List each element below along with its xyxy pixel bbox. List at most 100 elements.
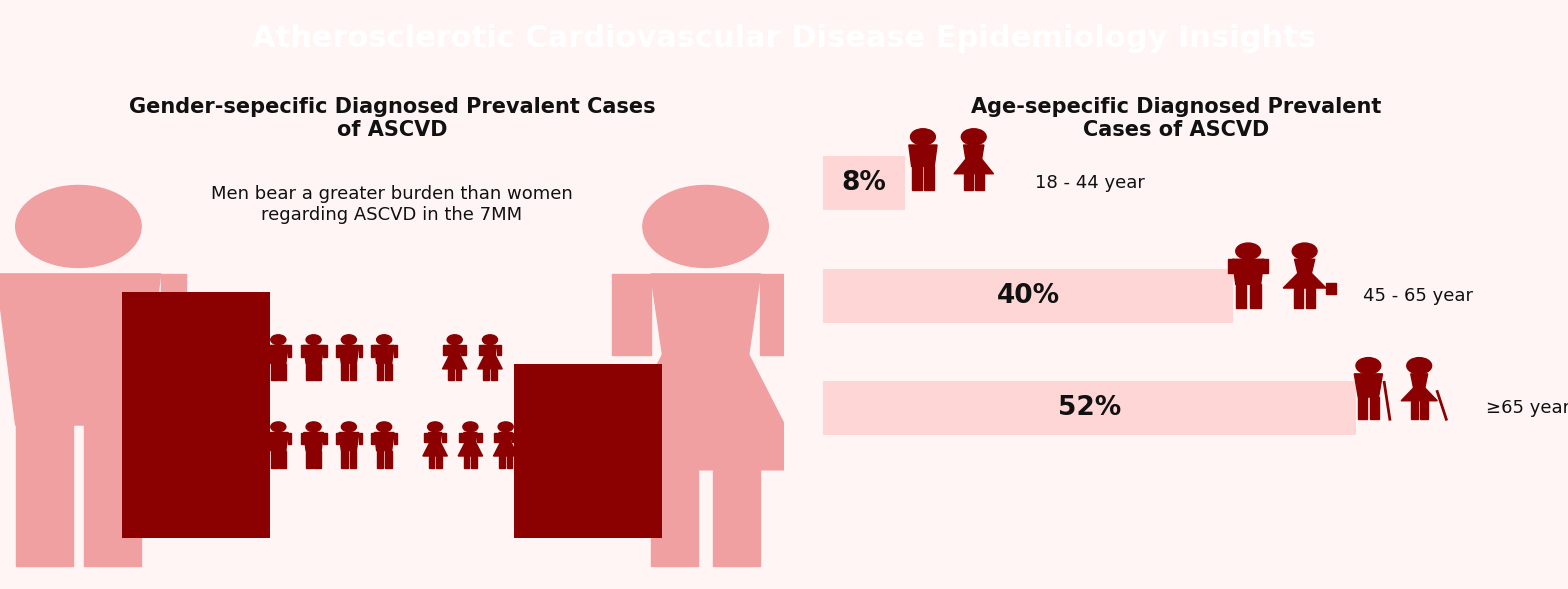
Polygon shape bbox=[483, 345, 497, 355]
Polygon shape bbox=[384, 451, 392, 468]
Circle shape bbox=[271, 335, 285, 345]
Polygon shape bbox=[301, 432, 304, 445]
Polygon shape bbox=[1232, 259, 1264, 284]
Polygon shape bbox=[964, 174, 972, 190]
Polygon shape bbox=[436, 456, 442, 468]
Circle shape bbox=[306, 335, 321, 345]
Text: Atherosclerotic Cardiovascular Disease Epidemiology Insights: Atherosclerotic Cardiovascular Disease E… bbox=[252, 24, 1316, 53]
Polygon shape bbox=[350, 363, 356, 380]
Circle shape bbox=[533, 422, 549, 432]
Polygon shape bbox=[1295, 288, 1303, 309]
Polygon shape bbox=[612, 274, 651, 355]
Polygon shape bbox=[265, 432, 268, 445]
Polygon shape bbox=[964, 145, 983, 159]
Circle shape bbox=[643, 186, 768, 267]
Polygon shape bbox=[301, 345, 304, 358]
Polygon shape bbox=[448, 369, 453, 380]
Polygon shape bbox=[359, 432, 362, 445]
Circle shape bbox=[306, 422, 321, 432]
Circle shape bbox=[428, 422, 442, 432]
Text: ≥65 year: ≥65 year bbox=[1485, 399, 1568, 418]
FancyBboxPatch shape bbox=[823, 269, 1234, 323]
Text: 18 - 44 year: 18 - 44 year bbox=[1035, 174, 1145, 192]
Polygon shape bbox=[423, 432, 428, 442]
Polygon shape bbox=[306, 451, 314, 468]
Polygon shape bbox=[304, 345, 323, 363]
Polygon shape bbox=[268, 345, 289, 363]
Polygon shape bbox=[268, 432, 289, 451]
Polygon shape bbox=[271, 451, 278, 468]
Polygon shape bbox=[289, 345, 292, 358]
Polygon shape bbox=[1369, 397, 1378, 419]
Circle shape bbox=[463, 422, 478, 432]
Polygon shape bbox=[909, 145, 938, 167]
Polygon shape bbox=[1358, 397, 1367, 419]
Polygon shape bbox=[279, 451, 285, 468]
Circle shape bbox=[499, 422, 513, 432]
Polygon shape bbox=[472, 456, 477, 468]
Circle shape bbox=[376, 422, 392, 432]
Polygon shape bbox=[604, 355, 808, 470]
Polygon shape bbox=[428, 432, 442, 442]
FancyBboxPatch shape bbox=[823, 156, 905, 210]
FancyBboxPatch shape bbox=[823, 382, 1356, 435]
Polygon shape bbox=[394, 345, 397, 358]
Polygon shape bbox=[483, 369, 489, 380]
Polygon shape bbox=[499, 456, 505, 468]
Polygon shape bbox=[323, 345, 326, 358]
Polygon shape bbox=[306, 363, 314, 380]
Polygon shape bbox=[279, 363, 285, 380]
Polygon shape bbox=[535, 432, 547, 442]
Polygon shape bbox=[342, 451, 348, 468]
Polygon shape bbox=[1228, 259, 1234, 273]
Polygon shape bbox=[1262, 259, 1269, 273]
Polygon shape bbox=[1236, 284, 1247, 309]
Polygon shape bbox=[458, 442, 483, 456]
Polygon shape bbox=[1327, 283, 1336, 293]
Polygon shape bbox=[478, 355, 502, 369]
FancyBboxPatch shape bbox=[122, 292, 270, 538]
Polygon shape bbox=[314, 363, 321, 380]
Polygon shape bbox=[442, 355, 467, 369]
Polygon shape bbox=[528, 442, 554, 456]
Polygon shape bbox=[442, 432, 447, 442]
Circle shape bbox=[911, 129, 936, 145]
Circle shape bbox=[16, 186, 141, 267]
Polygon shape bbox=[1295, 259, 1316, 273]
Polygon shape bbox=[0, 274, 160, 425]
Polygon shape bbox=[1411, 374, 1427, 388]
Polygon shape bbox=[359, 345, 362, 358]
Polygon shape bbox=[651, 274, 760, 355]
Polygon shape bbox=[459, 432, 464, 442]
Circle shape bbox=[1356, 358, 1381, 374]
Polygon shape bbox=[265, 345, 268, 358]
Circle shape bbox=[1236, 243, 1261, 259]
Text: Age-sepecific Diagnosed Prevalent
Cases of ASCVD: Age-sepecific Diagnosed Prevalent Cases … bbox=[971, 97, 1381, 140]
Polygon shape bbox=[477, 432, 481, 442]
Polygon shape bbox=[376, 363, 384, 380]
Circle shape bbox=[1292, 243, 1317, 259]
Polygon shape bbox=[499, 432, 513, 442]
Text: Gender-sepecific Diagnosed Prevalent Cases
of ASCVD: Gender-sepecific Diagnosed Prevalent Cas… bbox=[129, 97, 655, 140]
Polygon shape bbox=[1283, 273, 1327, 288]
Text: Men bear a greater burden than women
regarding ASCVD in the 7MM: Men bear a greater burden than women reg… bbox=[212, 186, 572, 224]
Polygon shape bbox=[1250, 284, 1261, 309]
Polygon shape bbox=[494, 442, 517, 456]
Polygon shape bbox=[372, 432, 375, 445]
Text: 45 - 65 year: 45 - 65 year bbox=[1363, 287, 1472, 305]
Circle shape bbox=[1406, 358, 1432, 374]
Polygon shape bbox=[384, 363, 392, 380]
Polygon shape bbox=[423, 442, 447, 456]
Polygon shape bbox=[85, 425, 141, 566]
Polygon shape bbox=[372, 345, 375, 358]
Polygon shape bbox=[350, 451, 356, 468]
Circle shape bbox=[342, 422, 356, 432]
Polygon shape bbox=[342, 363, 348, 380]
Polygon shape bbox=[513, 432, 517, 442]
Circle shape bbox=[342, 335, 356, 345]
Circle shape bbox=[483, 335, 497, 345]
Polygon shape bbox=[547, 432, 552, 442]
Polygon shape bbox=[375, 345, 394, 363]
Polygon shape bbox=[304, 432, 323, 451]
Polygon shape bbox=[911, 167, 922, 190]
